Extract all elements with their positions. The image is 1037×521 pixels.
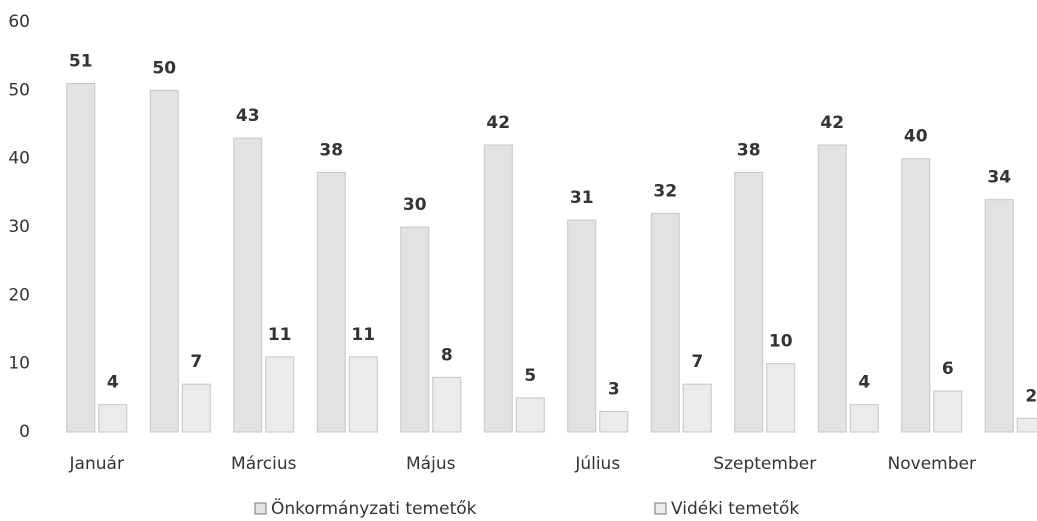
x-tick-label: Május [406, 454, 456, 474]
y-tick-label: 20 [8, 285, 30, 305]
bar [1016, 417, 1037, 433]
bar [149, 89, 179, 433]
value-label: 8 [441, 345, 453, 365]
bar [316, 171, 346, 433]
bar [66, 83, 96, 433]
bar [265, 356, 295, 433]
value-label: 6 [942, 359, 954, 379]
bar [515, 397, 545, 433]
bar [849, 404, 879, 433]
value-label: 42 [486, 113, 510, 133]
bar [432, 376, 462, 433]
bar [400, 226, 430, 433]
value-label: 30 [403, 195, 427, 215]
bar [682, 383, 712, 433]
value-label: 40 [904, 127, 928, 147]
y-tick-label: 30 [8, 217, 30, 237]
bar [901, 158, 931, 433]
bar [650, 212, 680, 433]
bar [933, 390, 963, 433]
bar [984, 199, 1014, 433]
legend-label: Vidéki temetők [671, 499, 799, 519]
value-label: 38 [319, 140, 343, 160]
bar [483, 144, 513, 433]
value-label: 42 [820, 113, 844, 133]
value-label: 34 [987, 168, 1011, 188]
bar [766, 363, 796, 433]
value-label: 2 [1025, 386, 1037, 406]
y-tick-label: 60 [8, 12, 30, 32]
bar [567, 219, 597, 433]
value-label: 4 [107, 373, 119, 393]
value-label: 51 [69, 52, 93, 72]
value-label: 50 [152, 58, 176, 78]
value-label: 4 [858, 373, 870, 393]
value-label: 11 [351, 325, 375, 345]
value-label: 10 [769, 332, 793, 352]
bar [817, 144, 847, 433]
x-tick-label: Január [69, 454, 124, 474]
x-tick-label: Szeptember [713, 454, 816, 474]
bar [734, 171, 764, 433]
legend-swatch [654, 502, 667, 515]
x-tick-label: Július [574, 454, 620, 474]
legend-label: Önkormányzati temetők [271, 497, 477, 519]
bar [599, 411, 629, 433]
value-label: 7 [691, 352, 703, 372]
bar [348, 356, 378, 433]
value-label: 38 [737, 140, 761, 160]
bar [98, 404, 128, 433]
bar [181, 383, 211, 433]
value-label: 32 [653, 181, 677, 201]
value-label: 11 [268, 325, 292, 345]
value-label: 43 [236, 106, 260, 126]
y-tick-label: 10 [8, 354, 30, 374]
y-tick-label: 0 [19, 422, 30, 442]
legend-swatch [254, 502, 267, 515]
value-label: 3 [608, 380, 620, 400]
x-tick-label: Március [231, 454, 297, 474]
x-tick-label: November [888, 454, 976, 474]
y-tick-label: 40 [8, 149, 30, 169]
bar [233, 137, 263, 433]
value-label: 5 [524, 366, 536, 386]
value-label: 7 [190, 352, 202, 372]
y-tick-label: 50 [8, 80, 30, 100]
value-label: 31 [570, 188, 594, 208]
